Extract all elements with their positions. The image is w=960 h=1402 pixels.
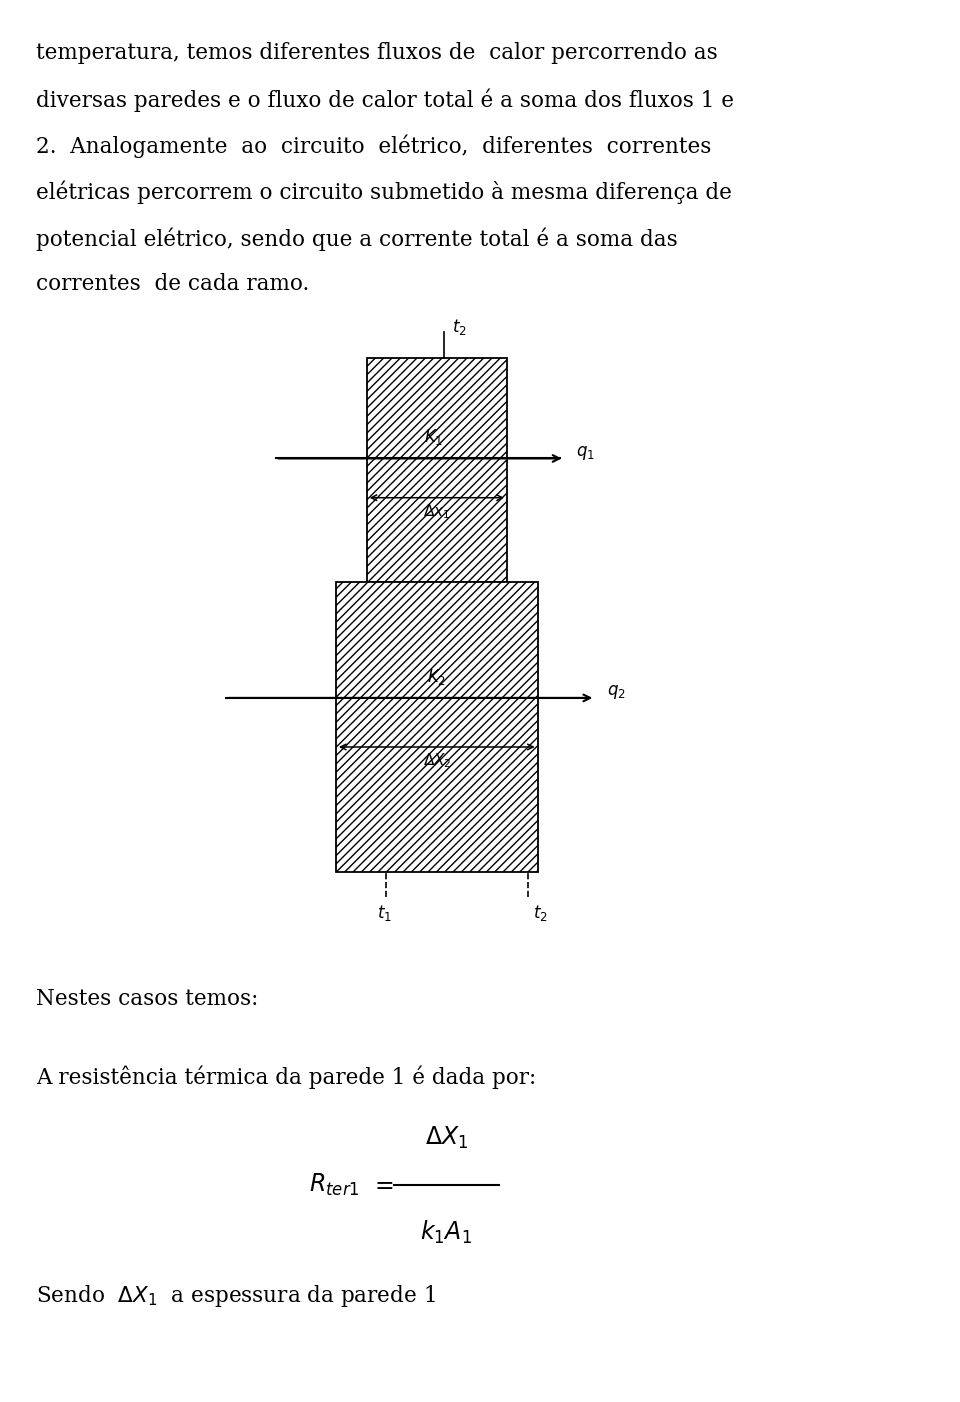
Bar: [336, 582, 538, 872]
Text: $t_2$: $t_2$: [452, 317, 467, 336]
Text: Nestes casos temos:: Nestes casos temos:: [36, 988, 259, 1011]
Text: $=$: $=$: [370, 1173, 394, 1196]
Text: diversas paredes e o fluxo de calor total é a soma dos fluxos 1 e: diversas paredes e o fluxo de calor tota…: [36, 88, 734, 112]
Text: Sendo  $\Delta X_1$  a espessura da parede 1: Sendo $\Delta X_1$ a espessura da parede…: [36, 1283, 436, 1309]
Text: $R_{ter1}$: $R_{ter1}$: [309, 1172, 360, 1197]
Text: potencial elétrico, sendo que a corrente total é a soma das: potencial elétrico, sendo que a corrente…: [36, 227, 678, 251]
Text: $K_2$: $K_2$: [427, 667, 446, 687]
Text: temperatura, temos diferentes fluxos de  calor percorrendo as: temperatura, temos diferentes fluxos de …: [36, 42, 718, 64]
Text: $\Delta x_1$: $\Delta x_1$: [423, 502, 450, 520]
Text: $\Delta X_1$: $\Delta X_1$: [424, 1124, 468, 1151]
Text: $q_1$: $q_1$: [576, 444, 595, 461]
Text: $t_1$: $t_1$: [377, 903, 392, 923]
Text: $k_1A_1$: $k_1A_1$: [420, 1218, 472, 1245]
Text: elétricas percorrem o circuito submetido à mesma diferença de: elétricas percorrem o circuito submetido…: [36, 181, 732, 205]
Text: $q_2$: $q_2$: [607, 683, 626, 701]
Text: $K_1$: $K_1$: [424, 428, 444, 447]
Bar: [367, 358, 507, 582]
Text: 2.  Analogamente  ao  circuito  elétrico,  diferentes  correntes: 2. Analogamente ao circuito elétrico, di…: [36, 135, 712, 158]
Text: A resistência térmica da parede 1 é dada por:: A resistência térmica da parede 1 é dada…: [36, 1066, 537, 1089]
Text: $\Delta X_2$: $\Delta X_2$: [422, 751, 451, 770]
Text: $t_2$: $t_2$: [533, 903, 547, 923]
Text: correntes  de cada ramo.: correntes de cada ramo.: [36, 273, 310, 296]
